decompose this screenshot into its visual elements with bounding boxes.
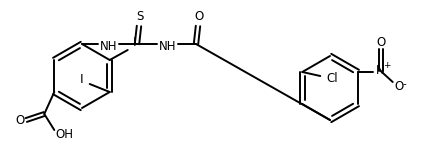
- Text: I: I: [133, 36, 137, 49]
- Text: N: N: [376, 64, 385, 78]
- Text: +: +: [383, 61, 391, 70]
- Text: O: O: [376, 36, 385, 49]
- Text: S: S: [137, 10, 144, 24]
- Text: OH: OH: [55, 128, 73, 140]
- Text: -: -: [403, 79, 407, 89]
- Text: O: O: [16, 115, 25, 128]
- Text: O: O: [194, 10, 203, 24]
- Text: NH: NH: [159, 40, 177, 52]
- Text: I: I: [80, 73, 84, 85]
- Text: NH: NH: [100, 40, 118, 52]
- Text: O: O: [394, 80, 403, 94]
- Text: Cl: Cl: [327, 73, 338, 85]
